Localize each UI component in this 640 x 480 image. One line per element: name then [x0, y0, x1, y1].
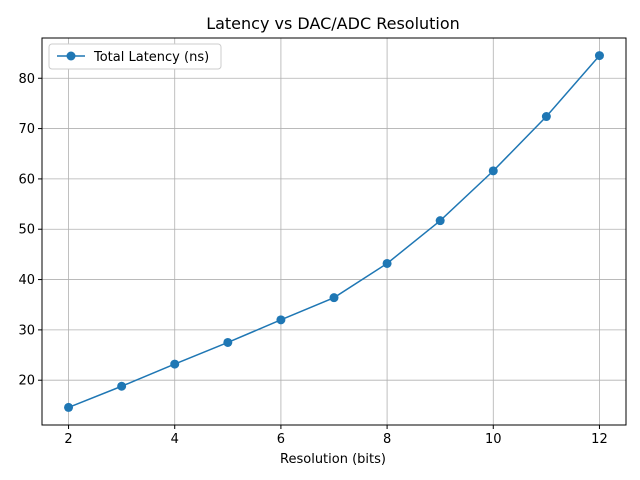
- axis-ticks: 2 4 6 8 10 12 20 30 40 50 60 70 80: [18, 72, 607, 447]
- data-point: [170, 359, 180, 369]
- x-tick-label: 2: [64, 432, 72, 447]
- x-tick-label: 4: [171, 432, 179, 447]
- data-point: [382, 258, 392, 268]
- data-point: [488, 166, 498, 176]
- plot-frame: [41, 37, 627, 426]
- y-tick-label: 30: [18, 323, 35, 338]
- data-point: [223, 337, 233, 347]
- y-tick-label: 70: [18, 122, 35, 137]
- x-tick-label: 12: [591, 432, 608, 447]
- y-tick-label: 80: [18, 72, 35, 87]
- data-point: [594, 51, 604, 61]
- y-tick-label: 40: [18, 273, 35, 288]
- series-layer: [64, 51, 604, 412]
- legend-box: [48, 43, 222, 70]
- x-axis-label: Resolution (bits): [280, 452, 386, 467]
- grid: [42, 38, 626, 425]
- x-tick-label: 8: [383, 432, 391, 447]
- y-tick-label: 60: [18, 172, 35, 187]
- legend-label: Total Latency (ns): [93, 50, 209, 65]
- data-point: [435, 216, 445, 226]
- legend: Total Latency (ns): [48, 43, 222, 70]
- data-point: [64, 402, 74, 412]
- data-point: [117, 381, 127, 391]
- data-point: [541, 112, 551, 122]
- y-tick-label: 20: [18, 374, 35, 389]
- data-point: [329, 293, 339, 303]
- x-tick-label: 10: [485, 432, 502, 447]
- y-tick-label: 50: [18, 223, 35, 238]
- x-tick-label: 6: [277, 432, 285, 447]
- chart-title: Latency vs DAC/ADC Resolution: [206, 14, 460, 33]
- plot-area: [42, 38, 626, 425]
- data-point: [276, 315, 286, 325]
- legend-marker-swatch: [66, 51, 76, 61]
